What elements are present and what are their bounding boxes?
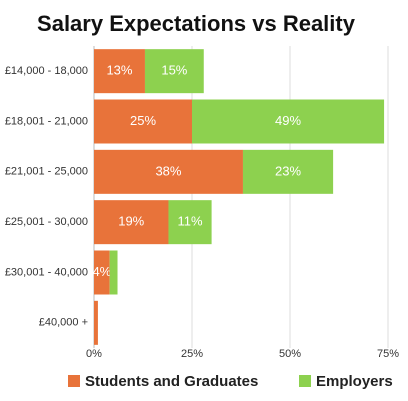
value-label: 15% xyxy=(161,63,187,78)
bar-segment xyxy=(144,49,204,94)
value-label: 38% xyxy=(155,163,181,178)
value-label: 25% xyxy=(130,113,156,128)
bar-segment xyxy=(94,99,192,144)
legend-swatch xyxy=(68,375,80,387)
value-label: 23% xyxy=(275,163,301,178)
y-tick-label: £21,001 - 25,000 xyxy=(5,166,88,178)
y-tick-label: £25,001 - 30,000 xyxy=(5,216,88,228)
y-tick-label: £18,001 - 21,000 xyxy=(5,115,88,127)
bar-segment xyxy=(109,250,118,295)
bar-segment xyxy=(192,99,385,144)
value-label: 13% xyxy=(106,63,132,78)
value-label: 4% xyxy=(92,264,111,279)
bar-segment xyxy=(94,250,110,295)
chart-title: Salary Expectations vs Reality xyxy=(37,11,356,36)
legend-label: Students and Graduates xyxy=(85,373,258,390)
x-tick-label: 25% xyxy=(181,348,203,360)
legend-swatch xyxy=(299,375,311,387)
x-tick-label: 0% xyxy=(86,348,102,360)
bar-segment xyxy=(94,200,169,245)
value-label: 11% xyxy=(178,214,203,229)
legend-label: Employers xyxy=(316,373,393,390)
y-tick-label: £14,000 - 18,000 xyxy=(5,65,88,77)
value-label: 19% xyxy=(118,214,144,229)
bar-segment xyxy=(94,300,98,345)
value-label: 49% xyxy=(275,113,301,128)
y-tick-label: £30,001 - 40,000 xyxy=(5,266,88,278)
bar-segment xyxy=(94,149,243,194)
x-tick-label: 75% xyxy=(377,348,399,360)
bar-segment xyxy=(94,49,145,94)
bar-segment xyxy=(168,200,212,245)
y-tick-label: £40,000 + xyxy=(39,317,88,329)
bar-segment xyxy=(242,149,334,194)
x-tick-label: 50% xyxy=(279,348,301,360)
